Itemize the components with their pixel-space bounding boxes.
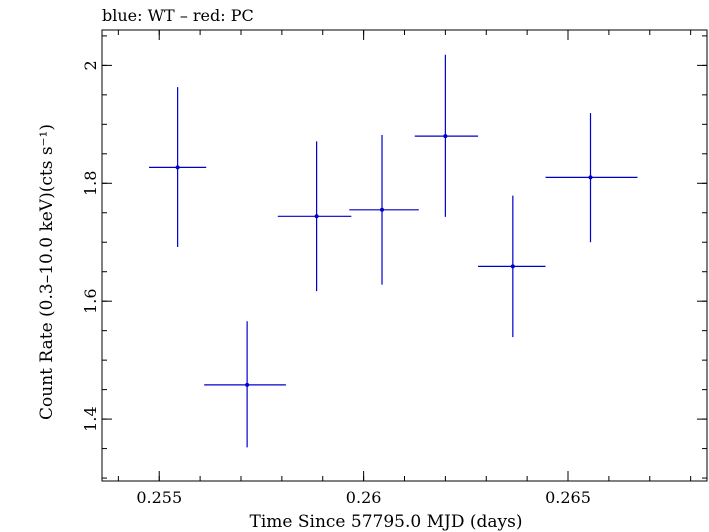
y-tick-label: 2 — [81, 60, 100, 70]
data-point — [349, 134, 419, 285]
x-tick-label: 0.265 — [545, 488, 591, 507]
plot-frame — [101, 29, 708, 482]
y-tick-label: 1.8 — [81, 171, 100, 196]
data-point — [277, 141, 352, 292]
point-marker — [510, 264, 515, 269]
axis-ticks: 0.255 0.26 0.265 1.4 1.6 1.8 2 — [81, 30, 707, 507]
x-tick-label: 0.255 — [136, 488, 182, 507]
data-point — [545, 113, 638, 243]
y-tick-label: 1.6 — [81, 288, 100, 313]
point-marker — [380, 207, 385, 212]
point-marker — [588, 175, 593, 180]
point-marker — [314, 214, 319, 219]
data-point — [204, 321, 286, 448]
point-marker — [175, 165, 180, 170]
y-axis-label: Count Rate (0.3–10.0 keV)(cts s⁻¹) — [37, 124, 57, 420]
y-tick-label: 1.4 — [81, 406, 100, 431]
x-tick-label: 0.26 — [346, 488, 382, 507]
data-points — [149, 54, 638, 448]
data-point — [478, 195, 546, 338]
x-axis-label: Time Since 57795.0 MJD (days) — [250, 512, 523, 532]
point-marker — [443, 134, 448, 139]
chart-title: blue: WT – red: PC — [102, 6, 254, 25]
point-marker — [245, 382, 250, 387]
data-point — [414, 54, 479, 217]
data-point — [149, 87, 207, 247]
